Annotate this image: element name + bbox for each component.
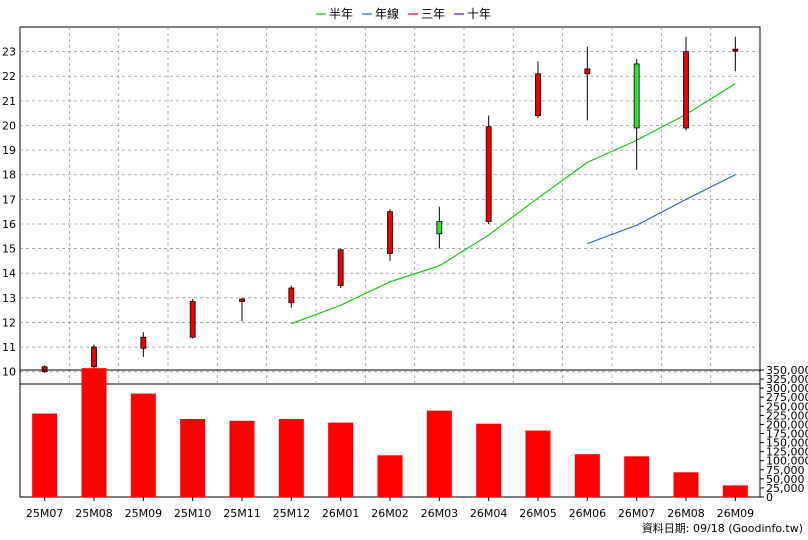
candle-body-8 bbox=[436, 221, 443, 235]
volume-bar-6 bbox=[328, 422, 354, 497]
volume-tick-label-8: 200,000 bbox=[766, 418, 808, 431]
candle-body-5 bbox=[288, 287, 295, 304]
price-tick-label-13: 23 bbox=[2, 46, 16, 59]
volume-tick-label-4: 100,000 bbox=[766, 455, 808, 468]
volume-tick-label-1: 25,000 bbox=[766, 482, 805, 495]
volume-tick-label-5: 125,000 bbox=[766, 446, 808, 459]
price-plot-area bbox=[19, 26, 761, 385]
legend-label-2: 三年 bbox=[421, 7, 445, 21]
candle-body-11 bbox=[584, 68, 591, 75]
price-tick-label-2: 12 bbox=[2, 316, 16, 329]
volume-tick-label-12: 300,000 bbox=[766, 382, 808, 395]
x-tick-label-11: 26M06 bbox=[569, 507, 607, 520]
candle-body-9 bbox=[485, 126, 492, 222]
x-tick-label-1: 25M08 bbox=[75, 507, 113, 520]
x-tick-label-7: 26M02 bbox=[371, 507, 409, 520]
price-tick-label-7: 17 bbox=[2, 193, 16, 206]
volume-tick-label-7: 175,000 bbox=[766, 428, 808, 441]
price-tick-label-9: 19 bbox=[2, 144, 16, 157]
volume-bar-0 bbox=[32, 413, 58, 497]
price-tick-label-8: 18 bbox=[2, 169, 16, 182]
x-tick-label-8: 26M03 bbox=[421, 507, 459, 520]
legend: 半年 年線 三年 十年 bbox=[316, 6, 491, 21]
volume-tick-label-0: 0 bbox=[766, 491, 773, 504]
x-tick-label-14: 26M09 bbox=[717, 507, 755, 520]
volume-bar-12 bbox=[624, 456, 650, 497]
x-tick-label-10: 26M05 bbox=[519, 507, 557, 520]
price-tick-label-0: 10 bbox=[2, 366, 16, 379]
volume-tick-label-11: 275,000 bbox=[766, 391, 808, 404]
candle-body-0 bbox=[41, 366, 48, 373]
volume-tick-label-10: 250,000 bbox=[766, 400, 808, 413]
volume-tick-label-3: 75,000 bbox=[766, 464, 805, 477]
volume-bar-2 bbox=[130, 393, 156, 497]
volume-bar-8 bbox=[426, 410, 452, 497]
volume-panel: 025,00050,00075,000100,000125,000150,000… bbox=[19, 364, 808, 504]
volume-tick-label-6: 150,000 bbox=[766, 437, 808, 450]
price-tick-label-11: 21 bbox=[2, 95, 16, 108]
x-tick-label-3: 25M10 bbox=[174, 507, 212, 520]
x-tick-label-2: 25M09 bbox=[125, 507, 163, 520]
price-panel: 10 11 12 13 14 15 16 17 18 19 20 21 22 23 bbox=[2, 26, 761, 385]
volume-bar-13 bbox=[673, 472, 699, 497]
candle-body-14 bbox=[732, 48, 739, 52]
price-tick-label-5: 15 bbox=[2, 243, 16, 256]
candle-body-12 bbox=[633, 63, 640, 129]
ma-year-line bbox=[587, 174, 736, 245]
volume-tick-label-9: 225,000 bbox=[766, 409, 808, 422]
x-tick-label-13: 26M08 bbox=[667, 507, 705, 520]
volume-bar-4 bbox=[229, 420, 255, 497]
legend-label-3: 十年 bbox=[467, 7, 491, 21]
candle-body-7 bbox=[387, 211, 393, 254]
volume-bar-11 bbox=[574, 454, 600, 497]
x-tick-label-5: 25M12 bbox=[273, 507, 311, 520]
x-tick-label-12: 26M07 bbox=[618, 507, 656, 520]
x-tick-label-9: 26M04 bbox=[470, 507, 508, 520]
candle-body-2 bbox=[140, 336, 147, 349]
volume-bar-3 bbox=[180, 418, 206, 497]
candle-body-3 bbox=[189, 301, 196, 338]
x-tick-label-6: 26M01 bbox=[322, 507, 360, 520]
volume-bar-9 bbox=[476, 423, 502, 497]
ma-half-year-line bbox=[291, 83, 736, 325]
volume-tick-label-2: 50,000 bbox=[766, 473, 805, 486]
candle-body-13 bbox=[683, 51, 689, 129]
volume-bar-5 bbox=[278, 418, 304, 497]
x-axis: 25M07 25M08 25M09 25M10 25M11 25M12 26M01 26M02… bbox=[26, 497, 754, 520]
price-tick-label-1: 11 bbox=[2, 341, 16, 354]
candle-body-4 bbox=[239, 298, 245, 302]
price-tick-label-12: 22 bbox=[2, 70, 16, 83]
x-tick-label-0: 25M07 bbox=[26, 507, 64, 520]
price-tick-label-4: 14 bbox=[2, 267, 16, 280]
legend-label-1: 年線 bbox=[375, 6, 399, 21]
candle-body-1 bbox=[91, 346, 97, 368]
x-tick-label-4: 25M11 bbox=[223, 507, 261, 520]
volume-bar-7 bbox=[377, 455, 403, 497]
volume-bar-1 bbox=[81, 368, 107, 497]
price-tick-label-6: 16 bbox=[2, 218, 16, 231]
candle-body-6 bbox=[337, 249, 344, 286]
volume-bar-14 bbox=[722, 485, 748, 497]
data-date-footer: 資料日期: 09/18 (Goodinfo.tw) bbox=[642, 521, 803, 535]
price-tick-label-10: 20 bbox=[2, 119, 16, 132]
price-tick-label-3: 13 bbox=[2, 292, 16, 305]
legend-label-0: 半年 bbox=[329, 7, 353, 21]
candle-body-10 bbox=[535, 73, 541, 117]
volume-tick-label-14: 350,000 bbox=[766, 364, 808, 377]
volume-tick-label-13: 325,000 bbox=[766, 373, 808, 386]
volume-bar-10 bbox=[525, 430, 551, 497]
